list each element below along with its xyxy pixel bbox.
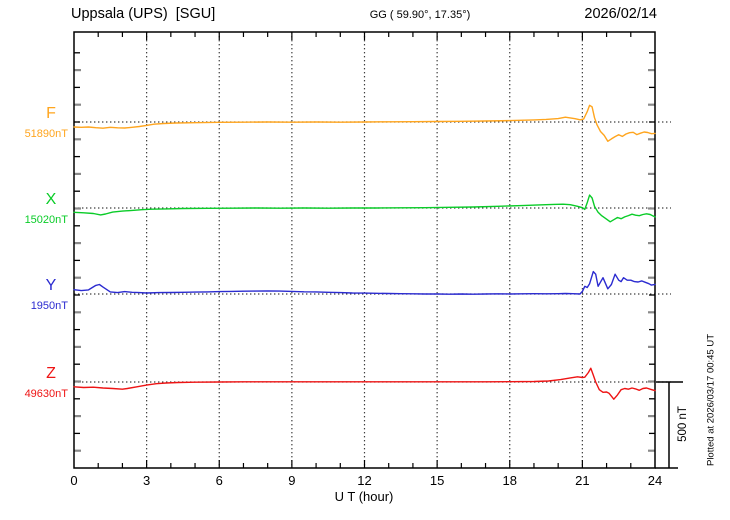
x-tick-label-21: 21 — [575, 473, 590, 488]
component-baseline-value-Y: 1950nT — [30, 300, 68, 312]
trace-Y — [73, 270, 656, 295]
plot-border — [73, 31, 656, 469]
x-tick-label-0: 0 — [70, 473, 78, 488]
component-letter-F: F — [46, 105, 56, 122]
x-tick-label-18: 18 — [502, 473, 517, 488]
plot-date: 2026/02/14 — [584, 6, 657, 22]
x-tick-label-24: 24 — [647, 473, 663, 488]
geographic-coordinates: GG ( 59.90°, 17.35°) — [369, 9, 471, 21]
component-baseline-value-F: 51890nT — [24, 128, 68, 140]
plotted-at-timestamp: Plotted at 2026/03/17 00:45 UT — [705, 333, 717, 467]
component-letter-Z: Z — [46, 365, 56, 382]
trace-X — [73, 194, 656, 223]
x-tick-label-12: 12 — [357, 473, 372, 488]
x-tick-label-3: 3 — [143, 473, 151, 488]
x-tick-label-15: 15 — [429, 473, 445, 488]
x-tick-label-6: 6 — [215, 473, 223, 488]
trace-Z — [73, 367, 656, 400]
component-letter-X: X — [45, 191, 57, 208]
x-tick-label-9: 9 — [288, 473, 296, 488]
trace-F — [73, 104, 656, 143]
station-title: Uppsala (UPS) [SGU] — [71, 6, 216, 22]
scale-bar-label: 500 nT — [677, 406, 689, 442]
component-baseline-value-Z: 49630nT — [24, 388, 68, 400]
x-axis-title: U T (hour) — [334, 489, 394, 504]
component-baseline-value-X: 15020nT — [24, 214, 68, 226]
component-letter-Y: Y — [45, 277, 57, 294]
